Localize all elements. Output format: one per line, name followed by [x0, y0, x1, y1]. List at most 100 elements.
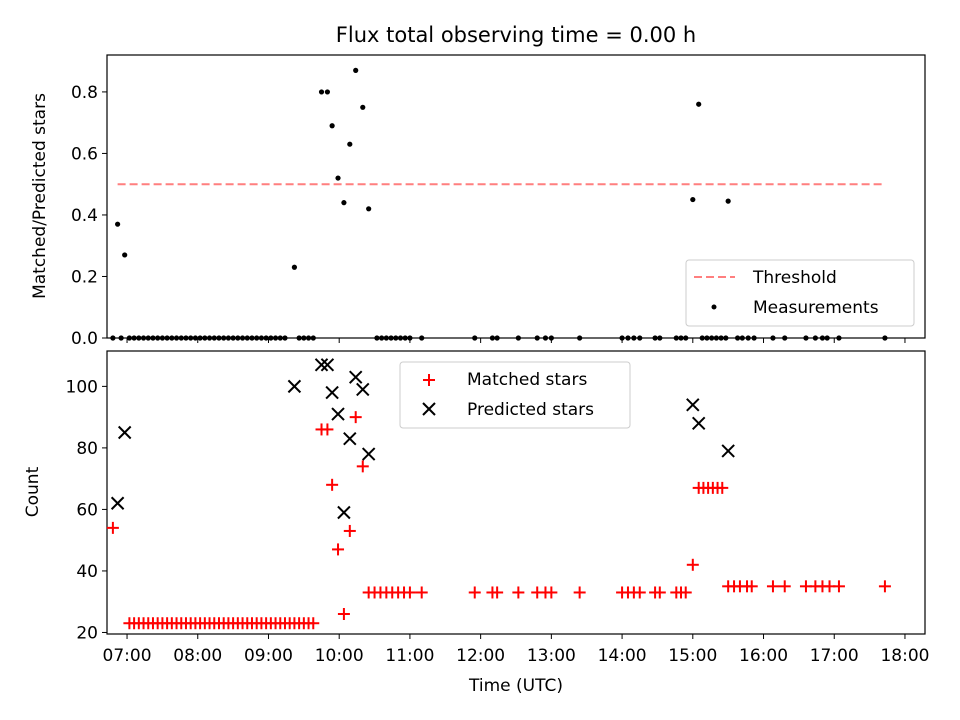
measurement-point: [244, 335, 250, 341]
top-y-tick-label: 0.2: [71, 267, 98, 287]
measurement-point: [657, 335, 663, 341]
measurement-point: [169, 335, 175, 341]
measurement-point: [254, 335, 260, 341]
measurement-point: [534, 335, 540, 341]
predicted-star-point: [361, 447, 376, 461]
measurement-point: [225, 335, 232, 341]
predicted-star-point: [337, 505, 351, 520]
measurement-point: [678, 335, 684, 341]
matched-star-point: [512, 586, 525, 599]
measurement-point: [366, 206, 372, 212]
measurement-point: [118, 335, 124, 341]
measurement-point: [577, 335, 583, 341]
measurement-point: [745, 335, 751, 341]
bottom-y-tick-label: 20: [76, 623, 98, 643]
measurement-point: [472, 335, 478, 341]
top-legend-frame: [685, 259, 915, 327]
predicted-star-point: [686, 398, 700, 412]
matched-star-point: [356, 460, 369, 473]
measurement-point: [277, 335, 283, 341]
x-tick-label: 17:00: [810, 646, 859, 666]
measurement-point: [145, 335, 151, 341]
measurement-point: [489, 335, 496, 341]
measurement-point: [131, 335, 137, 341]
measurement-point: [836, 335, 842, 341]
measurement-point: [258, 335, 265, 341]
top-marks: [110, 67, 888, 341]
measurement-point: [824, 335, 830, 341]
chart-title: Flux total observing time = 0.00 h: [336, 23, 696, 47]
measurement-point: [183, 335, 189, 341]
measurement-point: [221, 335, 227, 341]
matched-star-point: [343, 524, 356, 537]
bottom-y-ticks: 20 40 60 80 100: [66, 377, 107, 643]
measurement-point: [347, 141, 353, 147]
x-tick-label: 09:00: [244, 646, 293, 666]
matched-star-point: [633, 586, 646, 599]
measurement-point: [263, 335, 269, 341]
x-tick-label: 14:00: [598, 646, 647, 666]
measurement-point: [637, 335, 643, 341]
top-y-tick-label: 0.4: [71, 206, 98, 226]
matched-star-point: [686, 558, 699, 571]
predicted-star-point: [287, 379, 302, 394]
measurement-point: [188, 335, 194, 341]
measurement-point: [272, 335, 279, 341]
matched-star-point: [415, 586, 428, 599]
measurement-point: [819, 335, 826, 341]
matched-star-point: [321, 423, 334, 436]
bottom-legend-frame: [399, 361, 631, 429]
bottom-y-axis-label: Count: [23, 466, 43, 517]
predicted-star-point: [343, 431, 357, 446]
measurement-point: [155, 335, 161, 341]
x-tick-label: 07:00: [103, 646, 152, 666]
x-tick-label: 10:00: [315, 646, 364, 666]
x-axis-label: Time (UTC): [468, 676, 563, 696]
predicted-star-point: [331, 407, 345, 421]
x-tick-label: 11:00: [385, 646, 434, 666]
bottom-plot-area: [106, 350, 926, 635]
measurement-point: [803, 335, 809, 341]
measurement-point: [770, 335, 776, 341]
measurement-point: [211, 335, 217, 341]
top-y-tick-label: 0.6: [71, 144, 98, 164]
measurement-point: [631, 335, 637, 341]
measurement-point: [110, 335, 116, 341]
legend-matched-swatch: [423, 374, 435, 386]
measurement-point: [126, 335, 132, 341]
measurement-point: [388, 335, 394, 341]
measurement-point: [407, 335, 413, 341]
measurement-point: [324, 89, 331, 95]
measurement-point: [291, 264, 298, 270]
bottom-marks: [106, 358, 891, 630]
measurement-point: [310, 335, 316, 341]
legend-measurements-label: Measurements: [753, 298, 879, 318]
measurement-point: [713, 335, 719, 341]
measurement-point: [173, 335, 180, 341]
measurement-point: [353, 67, 359, 73]
predicted-star-point: [356, 382, 370, 397]
predicted-star-point: [691, 416, 706, 430]
measurement-point: [782, 335, 788, 341]
matched-star-point: [878, 580, 891, 593]
measurement-point: [397, 335, 404, 341]
top-y-tick-label: 0.8: [71, 83, 98, 103]
matched-star-point: [106, 521, 119, 534]
measurement-point: [652, 335, 658, 341]
x-tick-label: 08:00: [173, 646, 222, 666]
measurement-point: [704, 335, 710, 341]
x-tick-label: 15:00: [668, 646, 717, 666]
x-tick-label: 13:00: [527, 646, 576, 666]
measurement-point: [335, 175, 341, 181]
measurement-point: [164, 335, 170, 341]
measurement-point: [718, 335, 724, 341]
measurement-point: [150, 335, 156, 341]
measurement-point: [699, 335, 705, 341]
matched-star-point: [307, 617, 320, 630]
predicted-star-point: [117, 425, 132, 440]
matched-star-point: [745, 580, 758, 593]
legend-predicted-label: Predicted stars: [467, 400, 594, 420]
bottom-legend: Matched stars Predicted stars: [399, 361, 631, 429]
measurement-point: [542, 335, 549, 341]
